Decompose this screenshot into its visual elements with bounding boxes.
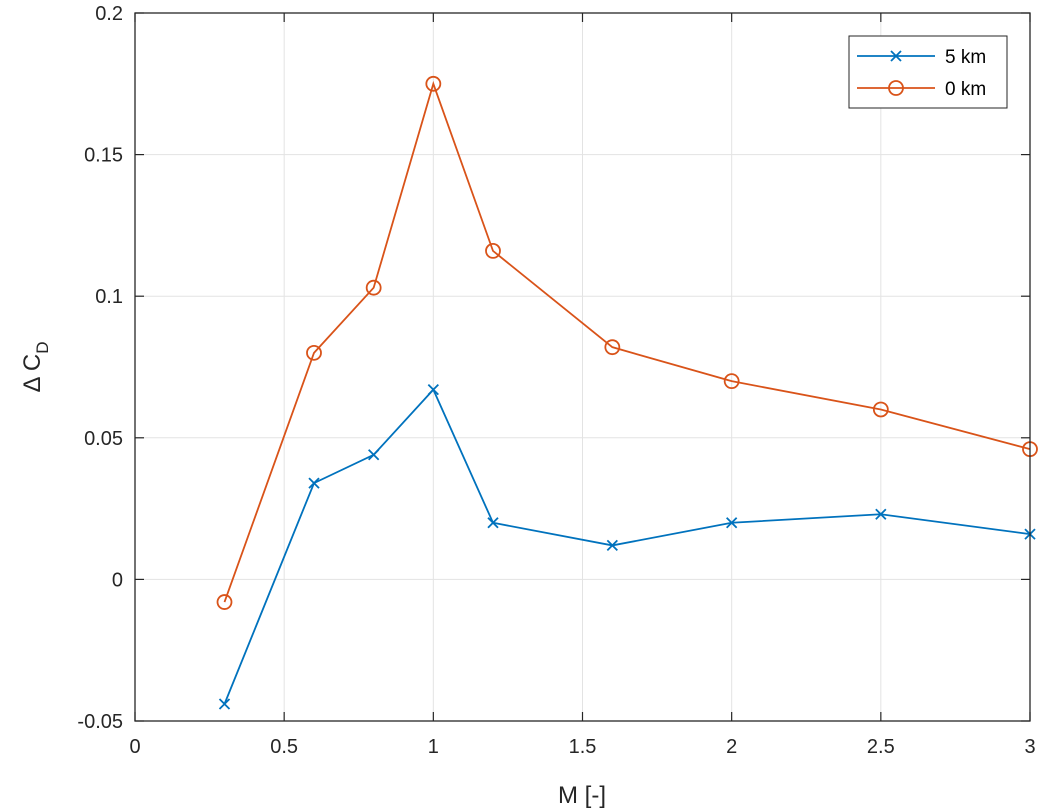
legend: 5 km 0 km <box>848 35 1008 109</box>
y-tick-label: -0.05 <box>77 711 123 733</box>
data-point-5-km <box>726 517 738 529</box>
series-line-0-km <box>223 80 1031 603</box>
legend-marker-0-km <box>888 80 904 96</box>
series-layer <box>216 75 1038 710</box>
data-point-0-km <box>425 75 442 92</box>
data-point-5-km <box>308 477 320 489</box>
data-point-0-km <box>604 339 621 356</box>
x-tick-labels: 0 0.5 1 1.5 2 2.5 3 <box>129 736 1035 758</box>
x-tick-label: 0.5 <box>270 736 298 758</box>
x-tick-label: 1 <box>428 736 439 758</box>
x-tick-label: 1.5 <box>569 736 597 758</box>
data-point-0-km <box>872 401 889 418</box>
y-tick-label: 0.1 <box>95 286 123 308</box>
series-5-km <box>218 384 1036 710</box>
x-tick-label: 2.5 <box>867 736 895 758</box>
data-point-0-km <box>306 344 322 361</box>
data-point-5-km <box>368 449 380 461</box>
y-tick-label: 0 <box>112 569 123 591</box>
data-point-0-km <box>485 242 501 259</box>
legend-label-5-km: 5 km <box>945 47 986 68</box>
data-point-0-km <box>723 373 740 390</box>
y-tick-labels: -0.05 0 0.05 0.1 0.15 0.2 <box>77 3 123 733</box>
data-point-5-km <box>875 508 887 520</box>
legend-label-0-km: 0 km <box>945 79 986 100</box>
data-point-5-km <box>487 517 499 529</box>
x-tick-label: 2 <box>726 736 737 758</box>
data-point-0-km <box>365 279 382 296</box>
data-point-5-km <box>606 539 618 552</box>
x-tick-label: 0 <box>129 736 140 758</box>
data-point-5-km <box>427 384 439 396</box>
legend-marker-5-km <box>890 50 902 62</box>
legend-entries: 5 km 0 km <box>857 47 986 100</box>
legend-entry-0-km: 0 km <box>857 79 986 100</box>
data-point-0-km <box>216 594 233 610</box>
x-tick-label: 3 <box>1024 736 1035 758</box>
y-tick-label: 0.05 <box>84 428 123 450</box>
legend-entry-5-km: 5 km <box>857 47 986 68</box>
y-axis-label: Δ CD <box>19 342 52 393</box>
x-axis-label: M [-] <box>558 782 606 809</box>
data-point-5-km <box>218 698 231 710</box>
series-0-km <box>216 75 1038 610</box>
y-tick-label: 0.15 <box>84 145 123 167</box>
y-tick-label: 0.2 <box>95 3 123 25</box>
legend-box <box>848 35 1008 109</box>
axis-ticks <box>134 12 1031 722</box>
